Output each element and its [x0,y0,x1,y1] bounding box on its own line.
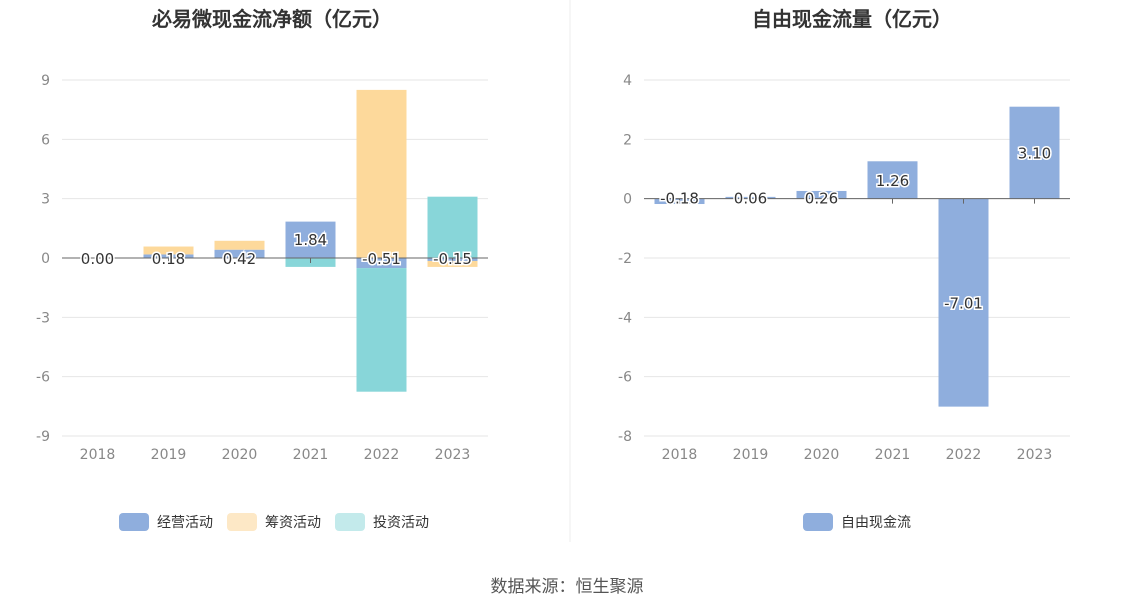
data-label: -0.15 [433,250,472,268]
bars-right [644,106,1070,407]
labels-right: -0.18 0.06 0.26 1.26 -7.01 3.10 [659,143,1053,314]
y-tick-label: -8 [618,429,632,445]
y-tick-label: 6 [41,132,50,148]
legend-label[interactable]: 筹资活动 [265,514,321,531]
x-tick-label: 2019 [151,447,187,463]
y-tick-label: 0 [623,192,632,208]
bar [214,249,265,258]
y-tick-label: -6 [618,370,632,386]
data-label: 0.00 [81,250,114,268]
data-label: -0.51 [362,250,401,268]
bar [427,260,478,267]
x-tick-label: 2020 [804,447,840,463]
x-tick-label: 2023 [435,447,471,463]
y-tick-label: -2 [618,251,632,267]
labels-left: 0.00 0.18 0.42 1.84 -0.51 -0.15 [79,229,473,269]
bar [356,89,407,258]
legend-right: 自由现金流 [803,513,911,531]
x-tick-label: 2020 [222,447,258,463]
y-tick-label: -4 [618,310,632,326]
legend-label[interactable]: 自由现金流 [841,515,911,531]
legend-left: 经营活动 筹资活动 投资活动 [119,513,429,531]
bar [427,196,478,258]
x-tick-label: 2023 [1017,447,1053,463]
bar [1009,106,1060,199]
grid-left: 9 6 3 0 -3 -6 -9 2018 2019 2020 2021 2022 2023 [36,73,488,463]
data-label: 0.42 [223,250,256,268]
bar [285,221,336,258]
data-label: 3.10 [1018,145,1051,163]
bar [938,198,989,407]
bar [356,268,407,392]
data-label: 0.18 [152,250,185,268]
bar [214,240,265,250]
legend-label[interactable]: 投资活动 [373,515,429,531]
bar [725,196,776,199]
data-label: -7.01 [944,295,983,313]
bars-left [62,89,488,392]
source-label: 数据来源：恒生聚源 [491,577,644,597]
legend-swatch[interactable] [803,513,833,531]
x-tick-label: 2019 [733,447,769,463]
x-tick-label: 2021 [875,447,911,463]
legend-label[interactable]: 经营活动 [157,515,213,531]
bar [143,246,194,255]
legend-swatch[interactable] [119,513,149,531]
y-tick-label: -6 [36,370,50,386]
y-tick-label: -3 [36,310,50,326]
chart-title-right: 自由现金流量（亿元） [752,7,952,31]
bar [867,161,918,199]
x-tick-label: 2018 [662,447,698,463]
data-label: 1.26 [876,172,909,190]
y-tick-label: 0 [41,251,50,267]
data-label: 1.84 [294,231,327,249]
bar [356,258,407,269]
y-tick-label: 2 [623,132,632,148]
x-tick-label: 2022 [364,447,400,463]
bar [143,254,194,258]
y-tick-label: -9 [36,429,50,445]
x-tick-label: 2021 [293,447,329,463]
grid-right: 4 2 0 -2 -4 -6 -8 2018 2019 2020 2021 2022 2023 [618,73,1070,463]
legend-swatch[interactable] [335,513,365,531]
data-label: 0.06 [734,190,767,208]
chart-title-left: 必易微现金流净额（亿元） [151,7,392,31]
y-tick-label: 3 [41,192,50,208]
legend-swatch[interactable] [227,513,257,531]
y-tick-label: 9 [41,73,50,89]
data-label: 0.26 [805,190,838,208]
x-tick-label: 2018 [80,447,116,463]
data-label: -0.18 [660,190,699,208]
y-tick-label: 4 [623,73,632,89]
bar [796,190,847,199]
x-tick-label: 2022 [946,447,982,463]
